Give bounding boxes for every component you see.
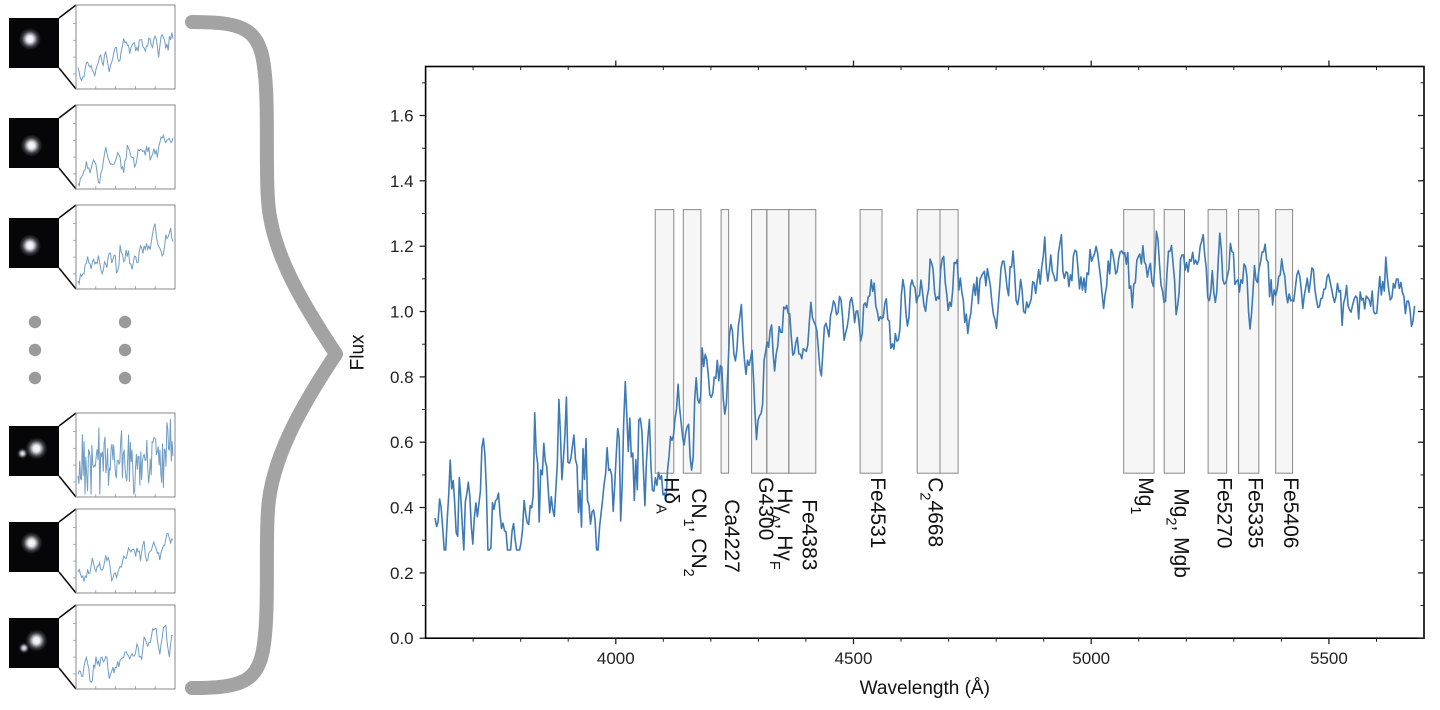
svg-text:0.0: 0.0 (390, 629, 414, 648)
svg-text:Ca4227: Ca4227 (720, 499, 743, 573)
svg-text:Wavelength (Å): Wavelength (Å) (860, 678, 990, 699)
svg-text:1.6: 1.6 (390, 107, 414, 126)
svg-text:4500: 4500 (835, 649, 873, 668)
svg-text:Fe4383: Fe4383 (797, 499, 820, 570)
svg-text:5000: 5000 (1072, 649, 1110, 668)
svg-text:Fe5406: Fe5406 (1279, 477, 1302, 548)
svg-text:0.4: 0.4 (390, 499, 414, 518)
svg-text:1.2: 1.2 (390, 237, 414, 256)
svg-text:1.4: 1.4 (390, 172, 414, 191)
svg-text:0.8: 0.8 (390, 368, 414, 387)
svg-text:Fe4531: Fe4531 (866, 477, 889, 548)
svg-text:0.6: 0.6 (390, 433, 414, 452)
svg-text:5500: 5500 (1310, 649, 1348, 668)
svg-text:0.2: 0.2 (390, 564, 414, 583)
svg-text:Fe5335: Fe5335 (1244, 477, 1267, 548)
svg-text:1.0: 1.0 (390, 303, 414, 322)
svg-text:Flux: Flux (348, 334, 369, 370)
svg-text:4000: 4000 (597, 649, 635, 668)
svg-text:Fe5270: Fe5270 (1212, 477, 1235, 548)
